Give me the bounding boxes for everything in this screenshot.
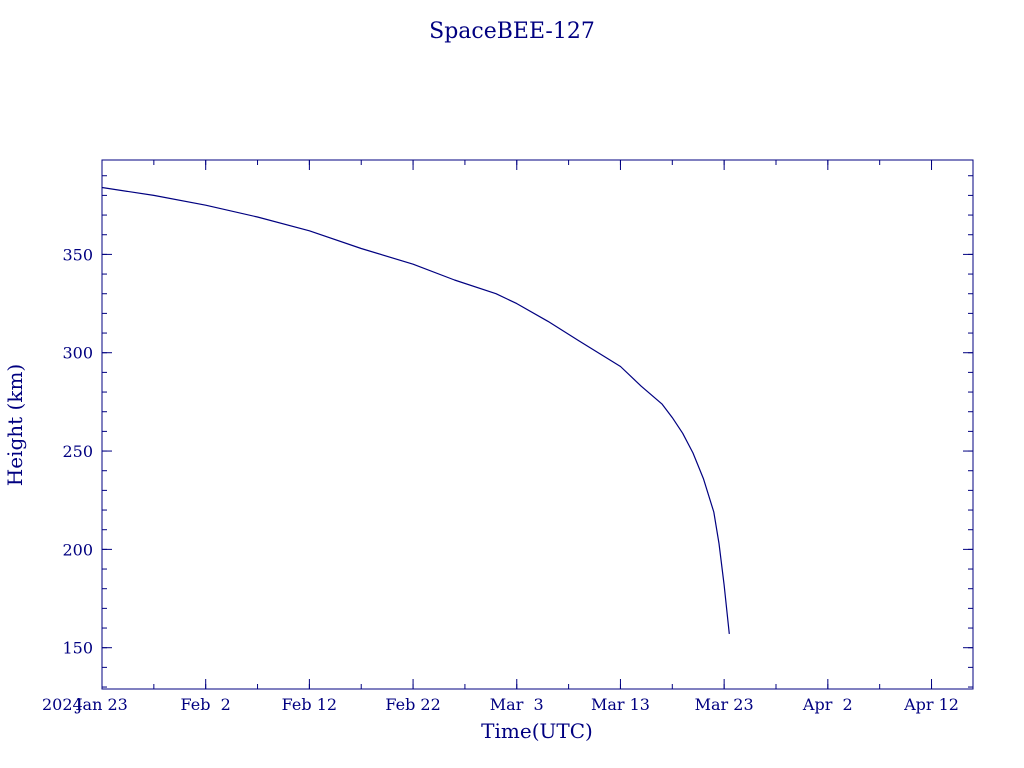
y-tick-label: 200: [62, 540, 93, 559]
y-tick-label: 250: [62, 442, 93, 461]
y-tick-label: 350: [62, 245, 93, 264]
x-tick-label: Mar 13: [591, 695, 650, 714]
x-tick-label: Apr 12: [903, 695, 959, 714]
x-tick-label: Jan 23: [74, 695, 128, 714]
plot-frame: [101, 159, 974, 690]
x-tick-label: Mar 23: [695, 695, 754, 714]
x-tick-label: Feb 2: [181, 695, 231, 714]
y-tick-label: 300: [62, 344, 93, 363]
chart-title: SpaceBEE-127: [429, 19, 595, 44]
x-tick-label: Feb 12: [282, 695, 337, 714]
x-axis-label: Time(UTC): [481, 719, 593, 743]
y-tick-label: 150: [62, 639, 93, 658]
x-tick-label: Feb 22: [385, 695, 440, 714]
series-layer: [101, 186, 730, 634]
year-label: 2024: [42, 695, 83, 714]
y-axis-label: Height (km): [3, 364, 27, 486]
x-tick-label: Apr 2: [802, 695, 853, 714]
height-series-line: [101, 186, 730, 634]
x-tick-label: Mar 3: [490, 695, 544, 714]
ticks-layer: Jan 23 Feb 2 Feb 12 Feb 22 Mar 3 Mar 13 Mar 23…: [62, 160, 973, 714]
